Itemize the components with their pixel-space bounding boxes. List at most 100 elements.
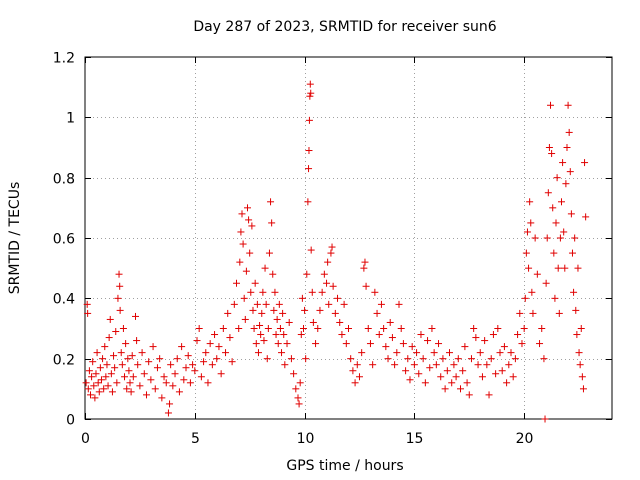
data-point <box>147 376 155 384</box>
y-axis-label: SRMTID / TECUs <box>7 182 23 295</box>
data-point <box>132 312 140 320</box>
data-point <box>124 355 132 363</box>
data-point <box>500 343 508 351</box>
data-point <box>446 349 454 357</box>
data-point <box>253 300 261 308</box>
data-point <box>577 325 585 332</box>
data-point <box>312 340 320 348</box>
data-point <box>180 376 188 384</box>
data-point <box>92 370 100 378</box>
data-point <box>84 385 92 393</box>
data-point <box>108 388 116 396</box>
data-point <box>314 325 322 332</box>
data-point <box>162 379 170 387</box>
data-point <box>525 264 533 272</box>
data-point <box>224 309 232 317</box>
data-point <box>160 373 168 381</box>
data-point <box>134 361 142 369</box>
data-point <box>448 379 456 387</box>
data-point <box>228 358 236 366</box>
data-point <box>489 331 497 339</box>
data-point <box>175 388 183 396</box>
x-tick-label: 10 <box>297 431 315 447</box>
data-point <box>328 243 336 251</box>
data-point <box>128 352 136 360</box>
data-point <box>217 370 225 378</box>
data-point <box>463 379 471 387</box>
data-point <box>268 219 276 227</box>
data-point <box>116 306 124 314</box>
data-point <box>316 306 324 314</box>
data-point <box>306 92 314 100</box>
data-point <box>136 382 144 390</box>
data-point <box>549 204 557 212</box>
data-point <box>568 249 576 257</box>
data-point <box>570 288 578 296</box>
data-point <box>182 364 190 372</box>
data-point <box>248 222 256 230</box>
data-point <box>237 228 245 236</box>
data-point <box>373 309 381 317</box>
data-point <box>474 361 482 369</box>
data-point <box>262 300 270 308</box>
data-point <box>340 300 348 308</box>
data-point <box>149 343 157 351</box>
data-point <box>252 340 260 348</box>
data-point <box>241 315 249 323</box>
data-point <box>523 228 531 236</box>
data-point <box>323 279 331 287</box>
data-point <box>375 331 383 339</box>
data-point <box>581 159 589 167</box>
data-point <box>151 385 159 393</box>
data-point <box>320 270 328 278</box>
data-point <box>219 325 227 332</box>
data-point <box>100 385 108 393</box>
data-point <box>169 382 177 390</box>
data-point <box>550 249 558 257</box>
data-point <box>478 373 486 381</box>
data-point <box>178 343 186 351</box>
data-point <box>263 355 271 363</box>
data-point <box>395 300 403 308</box>
data-point <box>554 264 562 272</box>
data-point <box>260 337 268 345</box>
data-point <box>454 355 462 363</box>
data-point <box>251 279 259 287</box>
data-point <box>276 325 284 332</box>
data-point <box>522 249 530 257</box>
data-point <box>509 373 517 381</box>
data-point <box>307 89 315 97</box>
data-point <box>208 361 216 369</box>
data-point <box>250 325 258 332</box>
data-point <box>498 367 506 375</box>
data-point <box>261 264 269 272</box>
data-point <box>393 349 401 357</box>
data-point <box>230 300 238 308</box>
data-point <box>342 340 350 348</box>
data-point <box>361 258 369 266</box>
data-point <box>505 361 513 369</box>
grid <box>85 57 612 419</box>
data-point <box>565 128 573 136</box>
data-point <box>415 370 423 378</box>
data-point <box>424 337 432 345</box>
x-tick-label: 20 <box>516 431 534 447</box>
data-point <box>426 364 434 372</box>
data-point <box>557 198 565 206</box>
data-point <box>327 249 335 257</box>
data-point <box>362 282 370 290</box>
data-point <box>110 352 118 360</box>
data-point <box>290 370 298 378</box>
y-tick-label: 0.8 <box>53 172 75 188</box>
data-point <box>191 367 199 375</box>
data-point <box>89 358 97 366</box>
data-point <box>213 355 221 363</box>
y-tick-label: 0 <box>66 413 75 429</box>
data-point <box>562 180 570 188</box>
data-point <box>247 288 255 296</box>
data-point <box>235 325 243 332</box>
data-point <box>382 343 390 351</box>
data-point <box>97 376 105 384</box>
data-point <box>483 361 491 369</box>
